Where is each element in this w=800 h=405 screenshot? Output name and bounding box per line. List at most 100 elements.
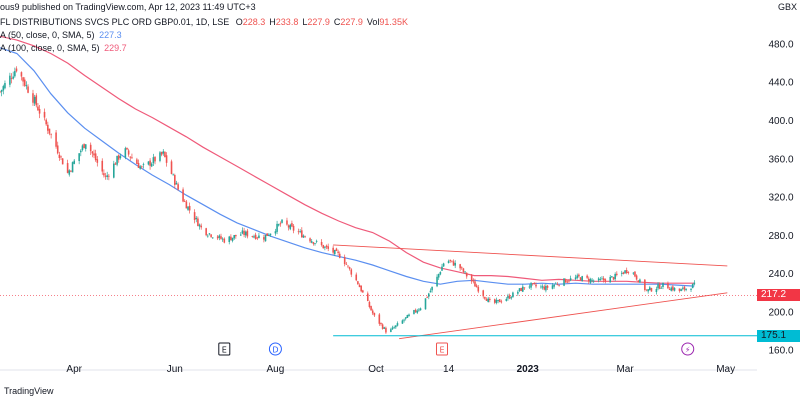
candle-body [518, 288, 521, 291]
ohlc-o-label: O [235, 17, 243, 27]
candle-body [650, 288, 653, 292]
y-tick-label: 160.0 [768, 346, 793, 357]
candle-body [558, 284, 560, 286]
candle-body [45, 119, 47, 125]
candle-body [32, 93, 34, 103]
last-price-tag: 217.2 [757, 289, 800, 302]
candle-body [522, 286, 524, 292]
candle-body [368, 301, 371, 308]
candle-body [159, 152, 161, 161]
candle-body [419, 308, 422, 311]
candle-body [281, 219, 283, 223]
event-marker-split[interactable]: ⚡ [681, 342, 695, 356]
candle-body [103, 173, 105, 176]
candle-body [129, 156, 132, 158]
candles [0, 66, 696, 334]
candle-body [35, 95, 38, 106]
candle-body [299, 231, 301, 233]
candle-body [149, 160, 151, 166]
candle-body [12, 76, 14, 79]
candle-body [475, 285, 478, 288]
candle-body [0, 89, 3, 92]
x-tick-label: Apr [66, 364, 82, 375]
candle-body [357, 281, 359, 285]
candle-body [263, 237, 265, 240]
candle-body [454, 262, 456, 266]
candle-body [442, 263, 445, 267]
candle-body [175, 182, 178, 185]
candle-body [14, 71, 16, 77]
candle-body [371, 310, 374, 314]
candle-body [94, 153, 97, 161]
candle-body [233, 235, 235, 239]
candle-body [174, 175, 176, 185]
candle-body [47, 124, 49, 131]
candle-body [431, 286, 433, 291]
candle-body [540, 286, 542, 288]
y-tick-label: 320.0 [768, 193, 793, 204]
candle-body [112, 163, 115, 178]
candle-body [177, 184, 179, 190]
candle-body [289, 224, 292, 230]
event-marker-earnings[interactable]: E [218, 342, 231, 356]
candle-body [449, 259, 452, 261]
ohlc-o-value: 228.3 [242, 17, 266, 27]
candle-body [200, 225, 203, 228]
event-marker-dividend[interactable]: D [268, 342, 282, 356]
candle-body [108, 175, 110, 177]
ma100-legend[interactable]: A (100, close, 0, SMA, 5) 229.7 [0, 43, 127, 53]
candle-body [424, 298, 427, 310]
candle-body [576, 275, 579, 278]
candle-body [657, 284, 659, 289]
candle-body [193, 212, 196, 220]
earnings-icon [218, 342, 231, 356]
symbol-title: FL DISTRIBUTIONS SVCS PLC ORD GBP0.01, 1… [0, 17, 230, 27]
candle-body [251, 236, 254, 237]
published-line: ous9 published on TradingView.com, Apr 1… [0, 2, 256, 12]
split-icon [681, 342, 695, 356]
candle-body [338, 253, 341, 258]
candle-body [246, 230, 249, 237]
candle-body [464, 271, 466, 273]
candle-body [136, 159, 138, 164]
published-text: ous9 published on TradingView.com, Apr 1… [0, 2, 256, 12]
candle-body [197, 218, 199, 227]
candle-body [579, 277, 582, 281]
candle-body [403, 319, 405, 321]
candle-body [362, 290, 364, 293]
candle-body [264, 234, 267, 242]
candle-body [564, 279, 567, 283]
candle-body [292, 225, 295, 231]
candle-body [337, 251, 339, 253]
candle-body [188, 205, 191, 211]
candle-body [517, 291, 519, 294]
candle-body [244, 231, 247, 236]
tradingview-watermark: TradingView [4, 386, 54, 396]
ma50-legend[interactable]: A (50, close, 0, SMA, 5) 227.3 [0, 30, 122, 40]
candle-body [681, 287, 684, 289]
candle-body [497, 299, 499, 302]
candle-body [507, 296, 509, 299]
candle-body [304, 236, 306, 238]
event-marker-earnings[interactable]: E [435, 342, 448, 356]
candle-body [207, 235, 209, 237]
candle-body [187, 206, 189, 210]
candle-body [253, 236, 255, 238]
candle-body [312, 242, 315, 244]
ohlc-vol-label: Vol [366, 17, 380, 27]
candle-body [335, 248, 338, 251]
candle-body [634, 271, 636, 277]
ohlc-h-value: 233.8 [275, 17, 299, 27]
candle-body [131, 157, 133, 159]
candle-body [210, 234, 212, 237]
candle-body [436, 276, 438, 287]
candle-body [78, 153, 80, 161]
candle-body [401, 320, 404, 324]
candle-body [531, 283, 534, 285]
candle-body [622, 272, 625, 275]
candle-body [254, 234, 257, 239]
candle-body [324, 246, 326, 248]
y-tick-label: 400.0 [768, 116, 793, 127]
